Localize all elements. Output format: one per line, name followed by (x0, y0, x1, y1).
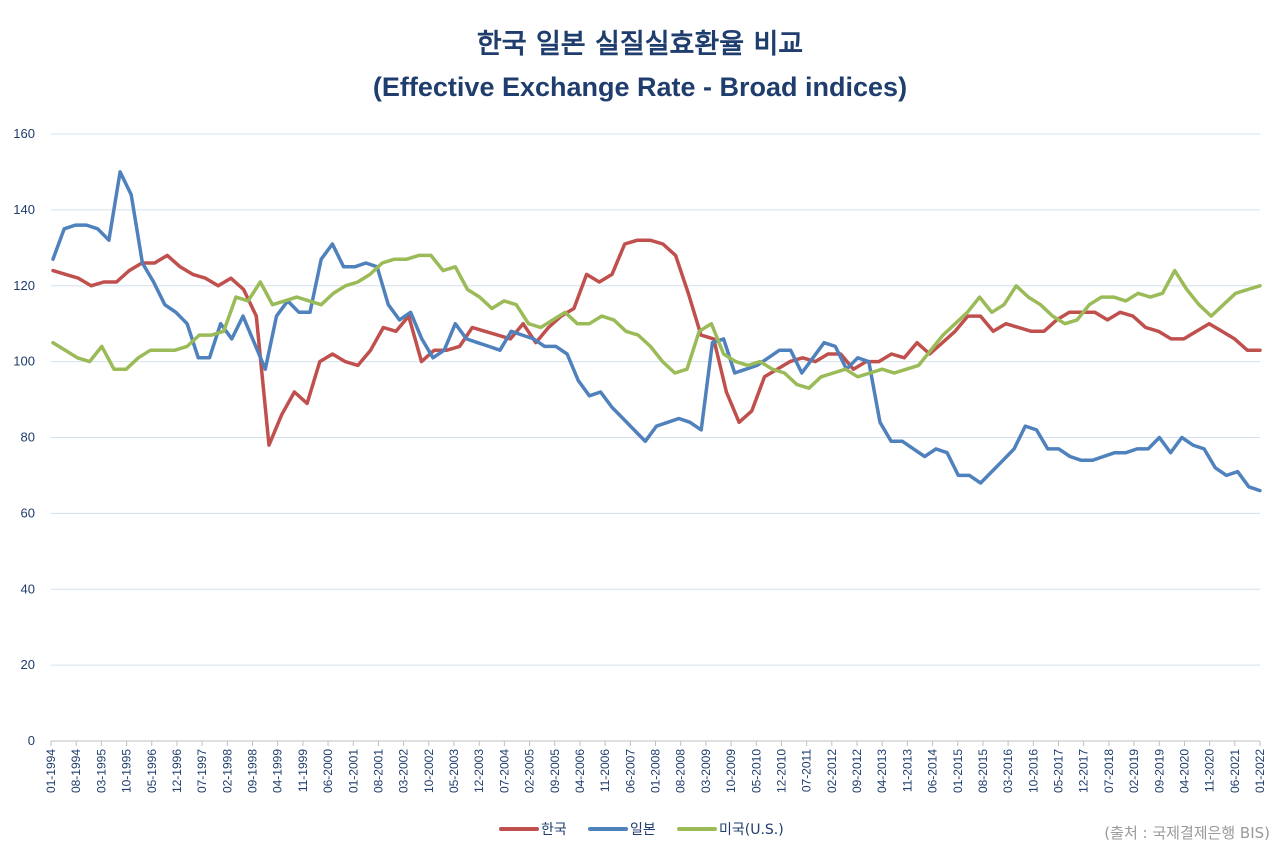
x-tick-label: 11-2013 (900, 749, 914, 792)
x-tick-label: 08-2015 (976, 749, 990, 793)
x-tick-label: 06-2007 (623, 749, 637, 793)
series-layer (51, 170, 1262, 493)
x-tick-label: 02-2019 (1127, 749, 1141, 793)
x-tick-label: 06-2014 (926, 749, 940, 793)
y-tick-label: 40 (21, 581, 35, 596)
x-tick-label: 07-2018 (1102, 749, 1116, 793)
chart-subtitle: (Effective Exchange Rate - Broad indices… (372, 72, 908, 102)
x-tick-label: 07-2004 (497, 749, 511, 793)
x-tick-label: 03-2002 (397, 749, 411, 793)
x-tick-label: 08-1994 (69, 749, 83, 793)
x-tick-label: 03-2016 (1001, 749, 1015, 793)
series-line-2 (51, 253, 1262, 390)
x-tick-label: 07-2011 (800, 749, 814, 792)
x-tick-label: 11-2020 (1203, 749, 1217, 792)
x-tick-label: 04-2020 (1177, 749, 1191, 793)
x-tick-label: 08-2008 (674, 749, 688, 793)
y-tick-label: 60 (21, 505, 35, 520)
x-tick-label: 05-2003 (447, 749, 461, 793)
y-tick-label: 80 (21, 430, 35, 445)
x-tick-label: 05-2017 (1052, 749, 1066, 793)
x-tick-label: 12-1996 (170, 749, 184, 793)
series-line-0 (51, 238, 1262, 447)
legend-label-1: 일본 (630, 822, 656, 838)
x-tick-label: 11-2006 (598, 749, 612, 792)
x-tick-label: 01-2022 (1253, 749, 1267, 793)
x-tick-label: 04-2013 (875, 749, 889, 793)
legend-label-2: 미국(U.S.) (719, 822, 784, 838)
x-tick-label: 02-2012 (825, 749, 839, 793)
x-tick-label: 01-1994 (44, 749, 58, 793)
x-tick-label: 04-1999 (271, 749, 285, 793)
y-tick-label: 140 (13, 202, 35, 217)
x-tick-label: 06-2000 (321, 749, 335, 793)
x-tick-label: 01-2001 (346, 749, 360, 793)
y-axis-ticks: 0 20 40 60 80 100 120 140 160 (13, 126, 35, 748)
x-tick-label: 07-1997 (195, 749, 209, 793)
x-tick-label: 03-1995 (94, 749, 108, 793)
grid-layer (51, 133, 1260, 742)
x-tick-label: 05-1996 (145, 749, 159, 793)
y-tick-label: 20 (21, 657, 35, 672)
x-tick-label: 08-2001 (371, 749, 385, 793)
x-axis-ticks: 01-1994 08-1994 03-1995 10-1995 05-1996 12-19… (44, 741, 1267, 793)
y-tick-label: 160 (13, 126, 35, 141)
x-tick-label: 10-2009 (724, 749, 738, 793)
x-tick-label: 02-1998 (220, 749, 234, 793)
x-tick-label: 12-2010 (774, 749, 788, 793)
x-tick-label: 01-2008 (649, 749, 663, 793)
y-tick-label: 120 (13, 278, 35, 293)
y-tick-label: 100 (13, 354, 35, 369)
x-tick-label: 02-2005 (523, 749, 537, 793)
x-tick-label: 10-2016 (1026, 749, 1040, 793)
x-tick-label: 09-1998 (246, 749, 260, 793)
x-tick-label: 03-2009 (699, 749, 713, 793)
source-note: (출처 : 국제결제은행 BIS) (1104, 824, 1270, 842)
x-tick-label: 10-2002 (422, 749, 436, 793)
x-tick-label: 05-2010 (749, 749, 763, 793)
x-tick-label: 09-2005 (548, 749, 562, 793)
legend: 한국 일본 미국(U.S.) (499, 822, 784, 838)
x-tick-label: 01-2015 (951, 749, 965, 793)
x-tick-label: 11-1999 (296, 749, 310, 792)
x-tick-label: 06-2021 (1228, 749, 1242, 793)
x-tick-label: 12-2017 (1077, 749, 1091, 793)
x-tick-label: 09-2019 (1152, 749, 1166, 793)
x-tick-label: 10-1995 (120, 749, 134, 793)
x-tick-label: 09-2012 (850, 749, 864, 793)
x-tick-label: 12-2003 (472, 749, 486, 793)
x-tick-label: 04-2006 (573, 749, 587, 793)
y-tick-label: 0 (28, 733, 35, 748)
series-line-1 (51, 170, 1262, 493)
chart-title: 한국 일본 실질실효환율 비교 (476, 29, 804, 60)
legend-label-0: 한국 (541, 822, 567, 838)
